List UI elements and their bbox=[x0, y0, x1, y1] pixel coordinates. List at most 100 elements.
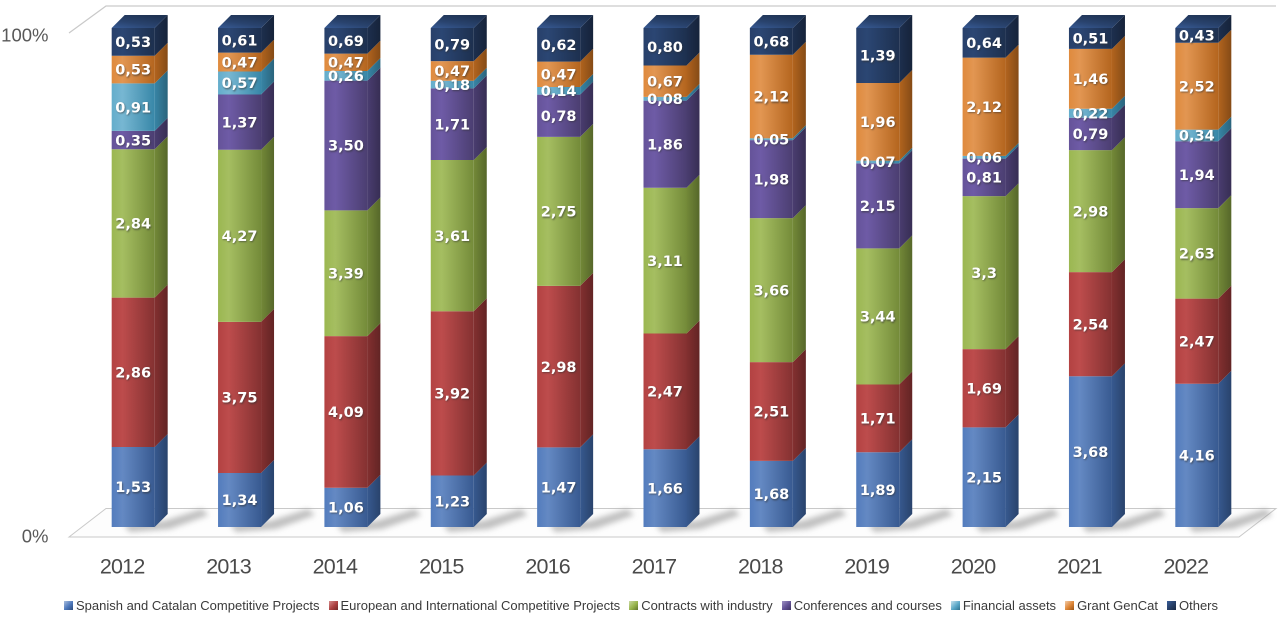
bar-value-label: 1,71 bbox=[434, 117, 470, 133]
bar-segment-side bbox=[792, 447, 806, 527]
bar-segment bbox=[962, 57, 1006, 156]
bar-segment-side bbox=[686, 52, 700, 97]
bar-value-label: 3,68 bbox=[1073, 445, 1109, 461]
bar-value-label: 3,11 bbox=[647, 254, 683, 270]
bar-top-face bbox=[643, 15, 700, 28]
bar-segment bbox=[1068, 376, 1112, 527]
bar-segment-side bbox=[686, 87, 700, 188]
bar-segment-side bbox=[1111, 15, 1125, 49]
bar-value-label: 1,71 bbox=[860, 412, 896, 428]
bar-segment bbox=[643, 100, 687, 188]
bar-2013: 1,34 3,75 4,27 1,37 0,57 0,47 0,61 bbox=[218, 15, 275, 527]
bar-segment-side bbox=[580, 123, 594, 286]
bar-value-label: 2,52 bbox=[1179, 79, 1215, 95]
bar-segment-side bbox=[580, 74, 594, 95]
bar-value-label: 0,62 bbox=[541, 38, 577, 54]
legend-label: European and International Competitive P… bbox=[340, 598, 621, 613]
bar-segment-side bbox=[792, 41, 806, 139]
bar-2020: 2,15 1,69 3,3 0,81 0,06 2,12 0,64 bbox=[962, 15, 1019, 527]
bar-segment bbox=[537, 61, 581, 88]
gridline-100pct bbox=[68, 5, 1276, 34]
bar-segment-side bbox=[899, 371, 913, 453]
bar-value-label: 0,57 bbox=[222, 76, 258, 92]
bar-segment bbox=[962, 158, 1006, 197]
bar-segment-side bbox=[1218, 15, 1232, 43]
bar-value-label: 0,26 bbox=[328, 69, 364, 85]
bar-segment bbox=[537, 28, 581, 62]
bar-segment bbox=[962, 427, 1006, 527]
bar-segment bbox=[111, 83, 155, 131]
bar-segment-side bbox=[473, 298, 487, 476]
bar-segment-side bbox=[792, 127, 806, 219]
x-axis-label: 2018 bbox=[738, 555, 783, 579]
legend-swatch-icon bbox=[781, 601, 791, 610]
bar-value-label: 2,98 bbox=[1073, 204, 1109, 220]
bar-segment bbox=[643, 449, 687, 527]
x-axis-label: 2013 bbox=[206, 555, 251, 579]
bar-segment bbox=[430, 80, 474, 89]
bar-segment-side bbox=[473, 15, 487, 62]
bar-segment bbox=[643, 28, 687, 66]
bar-segment bbox=[749, 140, 793, 219]
bar-segment-side bbox=[1218, 285, 1232, 384]
bar-segment bbox=[962, 196, 1006, 350]
bar-segment bbox=[962, 349, 1006, 428]
bar-top-face bbox=[430, 15, 487, 28]
bar-segment-side bbox=[580, 15, 594, 62]
legend-label: Conferences and courses bbox=[793, 598, 942, 613]
bar-value-label: 4,27 bbox=[222, 229, 258, 245]
bar-segment-side bbox=[899, 439, 913, 527]
bar-segment-side bbox=[580, 81, 594, 137]
bar-segment-side bbox=[154, 284, 168, 448]
bar-segment bbox=[218, 94, 262, 150]
bar-segment-side bbox=[1218, 128, 1232, 209]
bar-segment bbox=[749, 54, 793, 139]
bar-value-label: 1,86 bbox=[647, 137, 683, 153]
bar-value-label: 0,47 bbox=[434, 64, 470, 80]
bar-value-label: 1,89 bbox=[860, 483, 896, 499]
bar-value-label: 1,66 bbox=[647, 481, 683, 497]
bar-segment bbox=[1175, 129, 1219, 142]
bar-segment-side bbox=[367, 474, 381, 527]
bar-segment-side bbox=[686, 174, 700, 334]
bar-top-face bbox=[324, 15, 381, 28]
bar-segment bbox=[324, 336, 368, 488]
bar-value-label: 0,35 bbox=[115, 133, 151, 149]
bar-value-label: 2,12 bbox=[966, 100, 1002, 116]
bar-value-label: 1,96 bbox=[860, 115, 896, 131]
bar-segment-side bbox=[792, 125, 806, 141]
bar-segment bbox=[1175, 298, 1219, 384]
bar-segment-side bbox=[367, 197, 381, 337]
bar-segment bbox=[111, 55, 155, 84]
legend-swatch-icon bbox=[629, 601, 639, 610]
bar-value-label: 0,81 bbox=[966, 171, 1002, 187]
x-axis-label: 2021 bbox=[1057, 555, 1102, 579]
bar-segment-side bbox=[261, 136, 275, 322]
bar-segment bbox=[962, 28, 1006, 58]
legend-item: Grant GenCat bbox=[1065, 598, 1158, 613]
legend-label: Contracts with industry bbox=[641, 598, 773, 613]
bar-segment bbox=[218, 52, 262, 72]
bar-segment-side bbox=[899, 150, 913, 249]
bar-value-label: 1,39 bbox=[860, 49, 896, 65]
bar-value-label: 1,47 bbox=[541, 480, 577, 496]
bar-top-face bbox=[218, 15, 275, 28]
bar-segment-side bbox=[899, 70, 913, 161]
bar-value-label: 1,94 bbox=[1179, 168, 1215, 184]
bar-value-label: 3,39 bbox=[328, 266, 364, 282]
bar-value-label: 1,34 bbox=[222, 493, 258, 509]
bar-segment bbox=[537, 285, 581, 448]
bar-segment bbox=[749, 28, 793, 55]
bar-segment-side bbox=[686, 320, 700, 450]
bar-2022: 4,16 2,47 2,63 1,94 0,34 2,52 0,43 bbox=[1175, 15, 1232, 527]
bar-segment-side bbox=[367, 58, 381, 81]
bar-value-label: 0,91 bbox=[115, 100, 151, 116]
legend-item: Others bbox=[1167, 598, 1218, 613]
bar-segment bbox=[856, 248, 900, 385]
legend-item: Financial assets bbox=[950, 598, 1056, 613]
bar-segment-side bbox=[154, 70, 168, 131]
bar-segment-side bbox=[367, 40, 381, 72]
bar-segment-side bbox=[473, 462, 487, 527]
bar-value-label: 1,46 bbox=[1073, 72, 1109, 88]
bar-value-label: 1,37 bbox=[222, 115, 258, 131]
